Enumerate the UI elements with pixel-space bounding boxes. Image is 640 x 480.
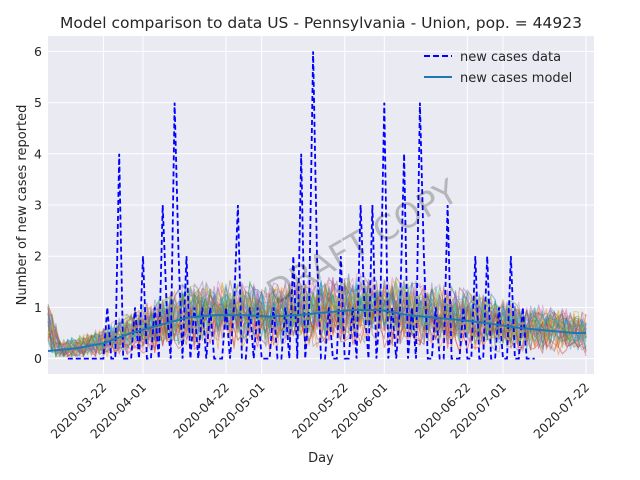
model-run-line (47, 282, 587, 355)
legend: new cases data new cases model (424, 50, 572, 86)
grid (48, 36, 594, 374)
model-run-line (47, 273, 587, 356)
y-tick-label: 0 (34, 351, 42, 366)
y-axis-label: Number of new cases reported (15, 105, 30, 306)
model-run-line (47, 291, 587, 358)
y-tick-label: 5 (34, 95, 42, 110)
series-line-data (67, 51, 535, 360)
model-run-line (47, 284, 587, 357)
y-tick-label: 3 (34, 198, 42, 213)
model-run-line (47, 276, 587, 357)
legend-label-model: new cases model (460, 71, 572, 86)
y-tick-label: 1 (34, 300, 42, 315)
y-axis-ticks: 0 1 2 3 4 5 6 (34, 44, 42, 366)
x-tick-label: 2020-07-22 (530, 380, 592, 442)
model-run-line (47, 283, 587, 358)
chart-title: Model comparison to data US - Pennsylvan… (60, 14, 582, 32)
series-lines (47, 51, 587, 360)
model-run-line (47, 303, 587, 358)
model-run-line (47, 286, 587, 358)
y-tick-label: 2 (34, 249, 42, 264)
legend-label-data: new cases data (460, 50, 561, 65)
model-run-line (47, 300, 587, 357)
model-run-line (47, 275, 587, 353)
model-run-line (47, 279, 587, 358)
model-run-line (47, 291, 587, 357)
x-axis-label: Day (308, 451, 334, 466)
model-run-line (47, 288, 587, 355)
series-line-model (47, 309, 587, 352)
y-tick-label: 6 (34, 44, 42, 59)
y-tick-label: 4 (34, 146, 42, 161)
model-run-line (47, 289, 587, 358)
model-run-line (47, 300, 587, 358)
model-run-line (47, 282, 587, 356)
model-run-line (47, 281, 587, 358)
